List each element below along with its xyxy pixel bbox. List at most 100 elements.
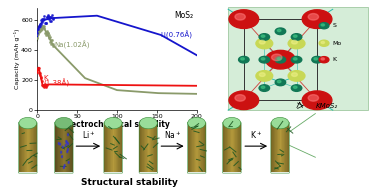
Bar xyxy=(115,123,116,172)
Point xyxy=(44,15,50,19)
Point xyxy=(38,76,44,79)
Circle shape xyxy=(302,10,332,29)
Bar xyxy=(148,123,149,172)
Point xyxy=(39,21,45,24)
Bar xyxy=(150,123,151,172)
Circle shape xyxy=(66,140,67,142)
Bar xyxy=(141,123,142,172)
Bar xyxy=(155,123,156,172)
Bar xyxy=(225,123,226,172)
Bar xyxy=(230,123,231,172)
Circle shape xyxy=(63,167,64,169)
Bar xyxy=(57,123,58,172)
Bar xyxy=(33,123,34,172)
Point xyxy=(39,83,45,86)
Bar xyxy=(276,123,277,172)
Circle shape xyxy=(277,81,281,83)
Point xyxy=(42,83,48,86)
Ellipse shape xyxy=(271,117,289,129)
Point xyxy=(49,13,55,16)
Circle shape xyxy=(312,56,322,63)
Bar xyxy=(109,123,110,172)
Point xyxy=(42,25,47,28)
Ellipse shape xyxy=(55,117,73,129)
Bar xyxy=(105,123,106,172)
Circle shape xyxy=(61,151,62,153)
Bar xyxy=(25,123,26,172)
Bar xyxy=(273,123,274,172)
Bar xyxy=(140,123,141,172)
Text: Li$^+$: Li$^+$ xyxy=(82,129,95,141)
Bar xyxy=(226,123,227,172)
Point xyxy=(36,67,42,70)
Bar xyxy=(231,123,232,172)
Bar xyxy=(236,123,237,172)
Circle shape xyxy=(291,56,302,63)
Bar xyxy=(278,123,279,172)
Circle shape xyxy=(321,41,325,43)
Bar xyxy=(28,123,29,172)
Bar xyxy=(67,123,68,172)
Point xyxy=(43,85,49,88)
Circle shape xyxy=(259,56,270,63)
Circle shape xyxy=(266,50,295,69)
Circle shape xyxy=(261,86,265,88)
Point xyxy=(37,71,43,74)
Circle shape xyxy=(275,56,286,63)
Bar xyxy=(31,123,32,172)
Bar xyxy=(239,123,240,172)
Circle shape xyxy=(68,161,69,163)
Bar xyxy=(139,123,140,172)
Bar xyxy=(200,123,201,172)
Circle shape xyxy=(66,142,68,143)
Bar xyxy=(225,123,226,172)
Bar xyxy=(20,123,21,172)
Point xyxy=(41,26,47,29)
Point xyxy=(38,75,44,78)
Point xyxy=(39,80,45,83)
Bar xyxy=(116,123,117,172)
Point xyxy=(37,22,43,25)
Circle shape xyxy=(275,79,286,86)
Bar xyxy=(154,123,155,172)
Point xyxy=(46,15,52,18)
Bar xyxy=(107,123,108,172)
Point xyxy=(44,29,50,33)
Point xyxy=(49,43,55,46)
Bar xyxy=(29,123,30,172)
Bar xyxy=(19,123,20,172)
Bar xyxy=(120,123,121,172)
Bar xyxy=(22,123,23,172)
Bar xyxy=(72,123,73,172)
Circle shape xyxy=(293,86,297,88)
Bar xyxy=(202,123,203,172)
Point xyxy=(47,41,53,44)
Circle shape xyxy=(272,54,282,61)
Point xyxy=(40,17,46,20)
Point xyxy=(37,28,43,31)
Bar xyxy=(59,123,60,172)
Bar xyxy=(282,123,283,172)
Circle shape xyxy=(292,73,298,76)
Circle shape xyxy=(288,71,305,81)
Bar xyxy=(199,123,200,172)
Point xyxy=(45,31,51,34)
Bar xyxy=(204,123,205,172)
Bar xyxy=(70,123,71,172)
Ellipse shape xyxy=(270,52,282,60)
Point xyxy=(39,27,45,30)
Bar xyxy=(196,123,197,172)
Bar xyxy=(106,123,107,172)
Circle shape xyxy=(259,73,265,76)
Bar xyxy=(65,123,66,172)
Bar xyxy=(55,123,56,172)
Point xyxy=(41,86,47,89)
Bar xyxy=(119,123,120,172)
Circle shape xyxy=(321,58,325,60)
Point xyxy=(43,21,49,24)
Circle shape xyxy=(259,40,265,44)
Bar xyxy=(24,123,25,172)
Bar xyxy=(26,123,27,172)
Bar xyxy=(286,123,287,172)
Bar xyxy=(23,123,24,172)
